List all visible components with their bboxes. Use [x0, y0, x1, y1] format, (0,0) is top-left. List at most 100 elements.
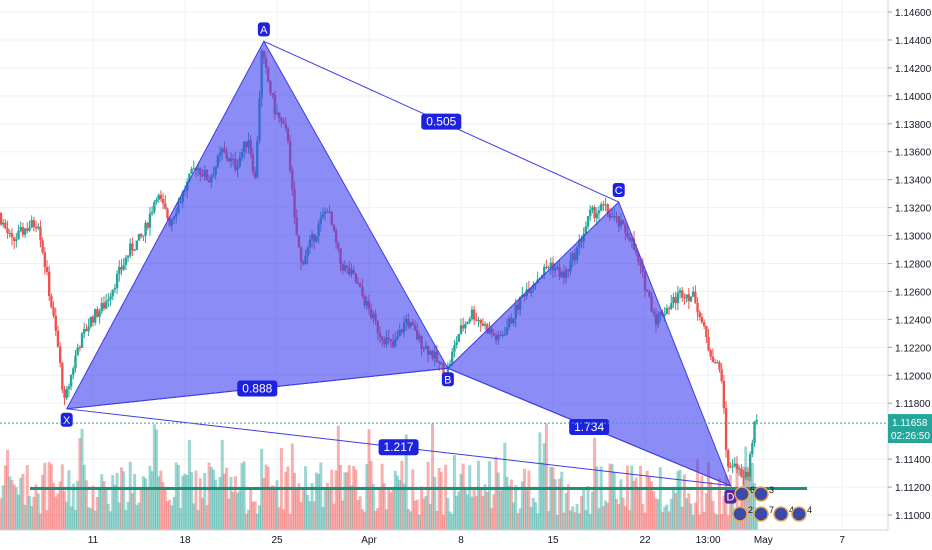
volume-bar [417, 514, 421, 530]
candle-body [148, 213, 152, 228]
candle-body [122, 264, 125, 270]
volume-bar [525, 490, 529, 530]
point-label-box [612, 183, 625, 198]
candle-body [12, 237, 16, 241]
volume-bar [84, 480, 88, 530]
candle-body [746, 471, 750, 477]
volume-bar [518, 508, 522, 530]
volume-bar [569, 510, 573, 530]
volume-bar [6, 449, 10, 530]
candle-body [96, 309, 99, 317]
volume-bar [21, 473, 25, 530]
time-tick-label: 15 [547, 535, 559, 546]
volume-bar [490, 508, 494, 530]
candle-body [727, 450, 730, 467]
candle-body [479, 320, 482, 324]
candle-body [107, 299, 110, 302]
volume-bar [82, 464, 86, 530]
price-tick-label: 1.12200 [895, 343, 932, 354]
volume-bar [538, 432, 542, 530]
candle-body [102, 302, 106, 309]
candle-body [83, 328, 86, 334]
volume-bar [437, 467, 441, 530]
volume-bar [310, 483, 314, 530]
volume-bar [702, 511, 706, 530]
candle-body [685, 294, 688, 299]
volume-bar [71, 483, 75, 530]
time-tick-label: May [754, 535, 773, 546]
volume-bar [413, 500, 417, 530]
event-flag-icon [753, 506, 769, 522]
candle-body [98, 311, 101, 317]
volume-bar [328, 489, 332, 530]
volume-bar [312, 501, 316, 530]
volume-bar [641, 504, 645, 530]
volume-bar [376, 507, 380, 530]
volume-bar [457, 491, 461, 530]
candle-body [464, 323, 467, 329]
volume-bar [461, 463, 465, 530]
volume-bar [610, 464, 614, 530]
volume-bar [3, 465, 7, 530]
point-label: D [726, 492, 734, 504]
volume-bar [34, 484, 38, 530]
volume-bar [144, 478, 148, 530]
candle-body [744, 471, 747, 478]
volume-bar [168, 499, 172, 530]
candle-body [716, 362, 719, 364]
candle-body [32, 220, 36, 228]
candle-body [89, 316, 93, 327]
candle-body [731, 465, 734, 468]
volume-bar [551, 467, 555, 530]
volume-bar [36, 493, 40, 530]
candle-body [591, 207, 594, 210]
candle-body [39, 226, 42, 241]
volume-bar [238, 490, 242, 530]
volume-bar [753, 483, 757, 530]
volume-bar [575, 503, 579, 530]
ratio-label-box [569, 418, 610, 435]
time-tick-label: 18 [179, 535, 191, 546]
volume-bar [634, 477, 638, 530]
volume-bar [676, 471, 680, 530]
volume-bar [604, 500, 608, 530]
volume-bar [73, 509, 77, 530]
volume-bar [185, 475, 189, 530]
candle-body [8, 233, 11, 235]
candle-body [597, 210, 601, 214]
point-label: X [63, 415, 71, 427]
volume-bar [339, 464, 343, 530]
volume-bar [661, 511, 665, 530]
candle-body [740, 468, 743, 477]
volume-bar [433, 476, 437, 530]
candle-body [63, 389, 66, 398]
volume-bar [130, 493, 134, 530]
volume-bar [459, 473, 463, 530]
candle-body [709, 350, 712, 357]
volume-bar [363, 511, 367, 530]
volume-bar [67, 470, 71, 530]
volume-bar [231, 491, 235, 530]
volume-bar [345, 472, 349, 530]
volume-bar [656, 499, 660, 530]
pattern-triangle-bcd [446, 201, 732, 487]
price-tick-label: 1.13600 [895, 148, 932, 159]
volume-bar [244, 513, 248, 530]
volume-bar [109, 511, 113, 530]
volume-bar [174, 462, 178, 530]
volume-bar [669, 498, 673, 530]
volume-bar [317, 473, 321, 530]
volume-bar [625, 465, 629, 530]
time-tick-label: 22 [639, 535, 651, 546]
candle-body [87, 326, 90, 332]
candle-body [28, 227, 31, 231]
volume-bar [435, 510, 439, 530]
volume-bar [606, 502, 610, 530]
harmonic-pattern: 0.888 0.505 1.734 1.217 X A B C D [60, 22, 737, 504]
candle-body [470, 309, 474, 319]
volume-bar [617, 504, 621, 530]
volume-bar [150, 471, 154, 530]
volume-bar [466, 494, 470, 530]
event-flag-icon [791, 506, 807, 522]
